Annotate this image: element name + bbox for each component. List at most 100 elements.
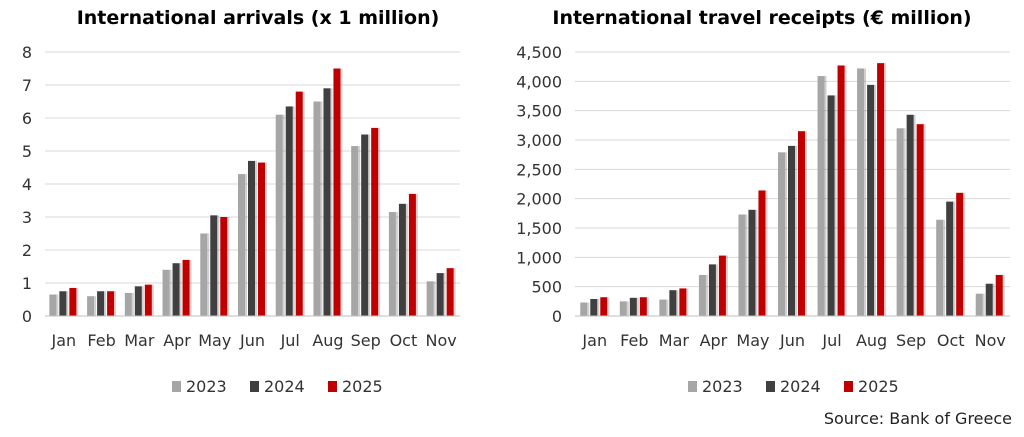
bar-2023-jan [580,302,588,316]
bar-shade [903,128,906,316]
bar-shade [666,299,669,316]
y-tick-label: 3,500 [516,102,562,121]
bar-2025-feb [107,291,115,316]
bar-shade [245,174,247,316]
bar-2025-jan [600,297,608,316]
x-category-label: Jun [239,331,265,350]
chart-title: International travel receipts (€ million… [552,7,971,29]
y-tick-label: 1,500 [516,219,562,238]
bar-shade [913,114,916,316]
bar-shade [227,217,230,316]
bar-2025-mar [144,284,152,316]
bar-2024-may [210,215,218,316]
x-category-label: Sep [351,331,381,350]
bar-2023-oct [388,212,396,316]
bar-shade [368,134,371,316]
y-tick-label: 4 [22,175,32,194]
bar-2024-sep [361,134,369,316]
bar-shade [963,192,966,316]
x-category-label: Aug [312,331,343,350]
legend-label: 2024 [780,377,821,396]
bar-2024-jan [59,291,67,316]
bar-shade [94,296,97,316]
source-note: Source: Bank of Greece [824,409,1012,428]
bar-2025-may [220,217,228,316]
y-tick-label: 4,000 [516,72,562,91]
x-category-label: Apr [163,331,191,350]
bar-shade [179,263,182,316]
bar-2023-sep [351,146,359,316]
y-tick-label: 2,500 [516,160,562,179]
bar-2025-apr [182,259,190,316]
legend-swatch-2023 [172,381,181,392]
x-category-label: Jan [51,331,77,350]
x-category-label: Oct [937,331,965,350]
bar-2024-apr [708,264,716,316]
bar-2025-aug [877,63,885,316]
y-tick-label: 500 [531,278,562,297]
bar-2023-sep [896,128,904,316]
bar-shade [66,291,69,316]
bar-2023-feb [87,296,95,316]
legend-label: 2023 [702,377,743,396]
bar-shade [189,259,192,316]
bar-2023-oct [936,219,944,316]
bar-2025-jun [258,162,265,316]
bar-shade [765,190,768,316]
bar-2024-oct [946,201,954,316]
bar-2023-jul [817,76,825,316]
bar-2024-mar [134,286,142,316]
bar-2023-apr [698,274,706,316]
x-category-label: Jul [821,331,841,350]
bar-2025-feb [639,297,647,316]
bar-shade [378,127,381,317]
x-category-label: Jun [779,331,805,350]
bar-shade [433,281,436,316]
bar-2025-jul [837,65,845,316]
bar-shade [864,68,867,316]
bar-2024-feb [97,291,105,316]
y-tick-label: 2,000 [516,190,562,209]
chart-title: International arrivals (x 1 million) [77,7,440,29]
bar-shade [217,215,220,316]
bar-2023-jul [275,114,283,316]
bar-2025-jul [295,91,303,316]
y-tick-label: 4,500 [516,43,562,62]
bar-2023-aug [313,101,321,316]
bar-shade [330,88,333,316]
bar-2024-feb [629,297,637,316]
bar-2023-aug [857,68,865,316]
receipts-chart: International travel receipts (€ million… [516,7,1010,396]
bar-2024-aug [867,84,875,316]
bar-shade [207,233,210,316]
bar-shade [844,65,847,316]
bar-2023-jun [778,152,785,316]
bar-2025-apr [718,255,726,316]
bar-shade [292,106,295,316]
bar-2025-oct [956,192,964,316]
bar-2024-nov [985,283,993,316]
bar-shade [992,283,995,316]
arrivals-chart: International arrivals (x 1 million) 0 1 2 3… [22,7,460,396]
bar-2025-sep [371,127,379,317]
bar-shade [358,146,361,316]
x-category-label: Nov [426,331,457,350]
bar-shade [131,292,134,316]
bar-shade [923,124,926,316]
bar-2025-nov [995,274,1003,316]
bar-2023-may [738,214,746,316]
bar-2025-oct [408,193,416,316]
bar-shade [151,284,154,316]
bar-shade [1002,274,1005,316]
bar-shade [874,84,877,316]
y-tick-label: 6 [22,109,32,128]
bar-shade [282,114,285,316]
bar-shade [982,293,985,316]
bar-shade [405,203,408,316]
legend-swatch-2025 [328,381,337,392]
bar-2024-mar [669,290,677,316]
x-category-label: May [736,331,769,350]
x-category-label: Jan [581,331,607,350]
bar-2024-jul [285,106,293,316]
